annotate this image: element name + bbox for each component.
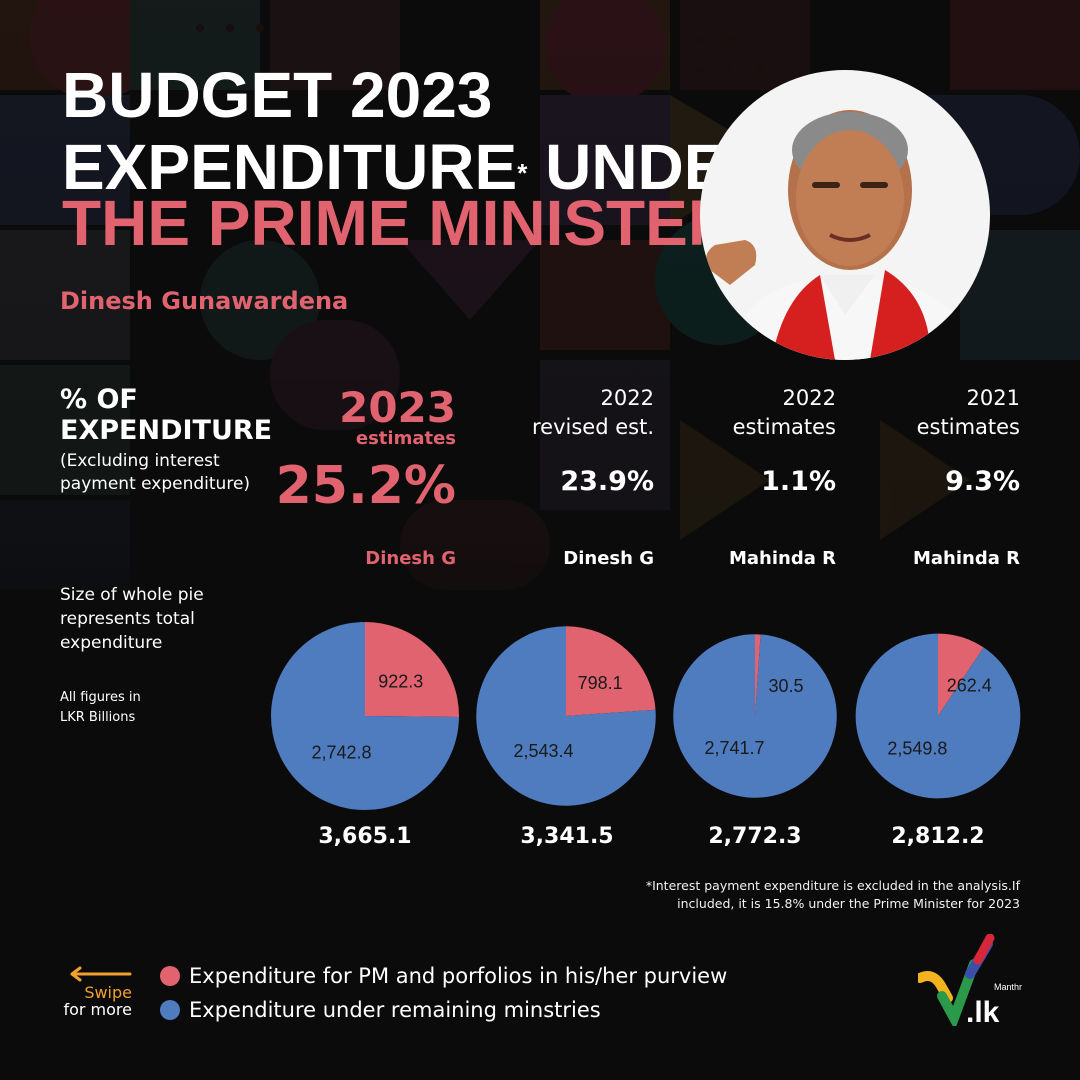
units-note-line-2: LKR Billions: [60, 710, 136, 725]
pie-value-label-remaining: 2,549.8: [887, 738, 947, 758]
legend-swatch-pm: [160, 966, 180, 986]
column-header-kind: estimates: [916, 415, 1020, 439]
logo-check-red: [973, 934, 995, 965]
who-2021-estimates: Mahinda R: [912, 548, 1020, 569]
pie-value-label-remaining: 2,742.8: [311, 743, 371, 763]
pie-slice-remaining: [673, 634, 837, 798]
column-header-year: 2022: [600, 386, 654, 410]
column-header-kind: estimates: [732, 415, 836, 439]
legend-swatch-rest: [160, 1000, 180, 1020]
swipe-hint-line-2: for more: [63, 1000, 132, 1019]
metric-label-line-2: EXPENDITURE: [60, 415, 273, 446]
legend-label-pm: Expenditure for PM and porfolios in his/…: [189, 964, 728, 988]
pie-size-note-line-3: expenditure: [60, 633, 163, 653]
metric-note: (Excluding interest payment expenditure): [60, 450, 300, 496]
footnote-line-1: *Interest payment expenditure is exclude…: [645, 878, 1020, 893]
total-2021-estimates: 2,812.2: [891, 824, 985, 849]
pie-slice-pm: [365, 621, 460, 717]
pie-size-note-line-2: represents total: [60, 609, 195, 629]
pct-2021-estimates: 9.3%: [945, 466, 1020, 497]
who-2023: Dinesh G: [365, 548, 456, 569]
total-2022-estimates: 2,772.3: [708, 824, 802, 849]
column-header-kind: revised est.: [532, 415, 654, 439]
total-2023: 3,665.1: [318, 824, 412, 849]
column-header-year: 2022: [782, 386, 836, 410]
metric-label: % OF EXPENDITURE: [60, 384, 320, 446]
subtitle: Dinesh Gunawardena: [60, 287, 349, 315]
swipe-hint[interactable]: Swipe for more: [58, 984, 132, 1018]
pct-2022-revised: 23.9%: [560, 466, 654, 497]
pie-slice-remaining: [855, 633, 1021, 799]
column-header-2022-revised: 2022 revised est.: [532, 384, 654, 442]
footnote: *Interest payment expenditure is exclude…: [600, 877, 1020, 913]
column-header-year: 2023: [339, 383, 456, 432]
pie-value-label-pm: 798.1: [578, 673, 623, 693]
pct-2023: 25.2%: [275, 456, 456, 516]
arrow-left-icon: [70, 966, 132, 982]
pie-slice-pm: [566, 626, 656, 716]
who-2022-revised: Dinesh G: [563, 548, 654, 569]
logo-check-green: [937, 959, 979, 1026]
logo-small-text: Manthri: [994, 982, 1022, 992]
footnote-line-2: included, it is 15.8% under the Prime Mi…: [677, 896, 1020, 911]
title-asterisk: *: [517, 158, 528, 188]
column-header-kind: estimates: [355, 428, 456, 449]
column-header-2021-estimates: 2021 estimates: [917, 384, 1020, 442]
units-note: All figures in LKR Billions: [60, 688, 220, 728]
logo-big-text: .lk: [966, 996, 1000, 1026]
pie-value-label-remaining: 2,543.4: [514, 741, 574, 761]
title-line-1: BUDGET 2023: [62, 59, 493, 131]
pie-slice-pm: [938, 633, 984, 716]
pie-slice-pm: [755, 634, 761, 716]
prime-minister-portrait: [700, 70, 990, 360]
title-line-3: THE PRIME MINISTER: [62, 187, 735, 259]
legend-label-rest: Expenditure under remaining minstries: [189, 998, 601, 1022]
pct-2022-estimates: 1.1%: [761, 466, 836, 497]
pie-size-note: Size of whole pie represents total expen…: [60, 583, 260, 655]
pie-size-note-line-1: Size of whole pie: [60, 585, 204, 605]
who-2022-estimates: Mahinda R: [728, 548, 836, 569]
pie-value-label-pm: 922.3: [378, 671, 423, 691]
pie-value-label-pm: 30.5: [769, 676, 804, 696]
pie-value-label-remaining: 2,741.7: [705, 738, 765, 758]
column-header-2022-estimates: 2022 estimates: [733, 384, 836, 442]
manthri-logo: Manthri .lk: [918, 934, 1022, 1026]
metric-note-line-1: (Excluding interest: [60, 451, 220, 471]
title-line-2-text: EXPENDITURE: [62, 131, 518, 203]
legend-item-rest: Expenditure under remaining minstries: [160, 998, 601, 1022]
pie-slice-remaining: [271, 622, 459, 811]
swipe-hint-line-1: Swipe: [84, 983, 132, 1002]
pie-slice-remaining: [476, 626, 656, 806]
pie-value-label-pm: 262.4: [947, 676, 992, 696]
column-header-2023: 2023 estimates: [339, 386, 456, 448]
units-note-line-1: All figures in: [60, 690, 141, 705]
metric-label-line-1: % OF: [60, 384, 138, 415]
total-2022-revised: 3,341.5: [520, 824, 614, 849]
legend-item-pm: Expenditure for PM and porfolios in his/…: [160, 964, 727, 988]
column-header-year: 2021: [966, 386, 1020, 410]
metric-note-line-2: payment expenditure): [60, 474, 251, 494]
logo-check-yellow: [918, 971, 953, 1003]
